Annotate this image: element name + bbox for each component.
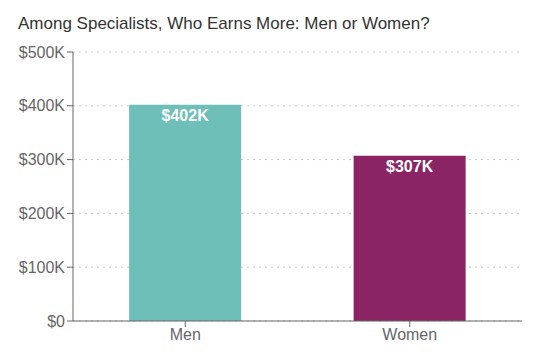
svg-text:$100K: $100K [19,259,66,276]
svg-text:$200K: $200K [19,205,66,222]
svg-text:Women: Women [382,326,437,343]
svg-text:$300K: $300K [19,151,66,168]
svg-text:Men: Men [170,326,201,343]
svg-text:$500K: $500K [19,44,66,61]
svg-text:$400K: $400K [19,97,66,114]
svg-text:$307K: $307K [386,158,434,175]
html-text:Among Specialists, Who Earns M: Among Specialists, Who Earns More: Men o… [18,14,430,33]
svg-text:$0: $0 [47,313,65,330]
svg-text:$402K: $402K [162,107,210,124]
